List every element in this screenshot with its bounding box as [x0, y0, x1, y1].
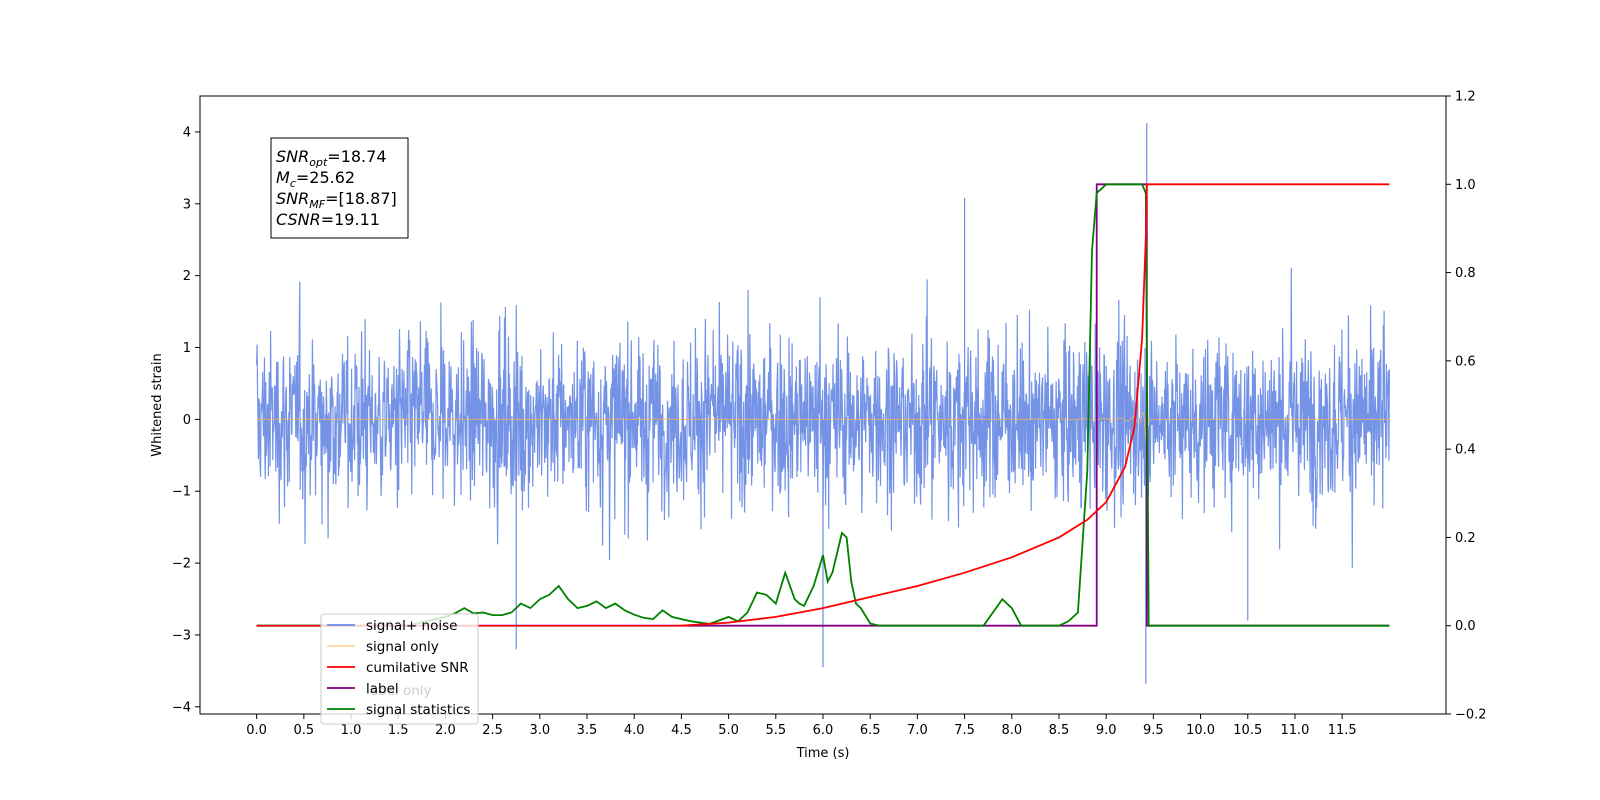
signal-statistics-line	[256, 183, 1390, 627]
y2-tick-label: 0.8	[1455, 266, 1476, 281]
x-tick-label: 3.0	[529, 723, 550, 738]
x-tick-label: 6.5	[860, 723, 881, 738]
noise-series-layer	[256, 123, 1391, 684]
y-tick-label: −2	[172, 557, 191, 572]
x-tick-label: 8.5	[1049, 723, 1070, 738]
x-tick-label: 8.0	[1001, 723, 1022, 738]
y2-tick-label: 0.0	[1455, 619, 1476, 634]
y-tick-label: 2	[183, 269, 191, 284]
x-tick-label: 2.5	[482, 723, 503, 738]
x-tick-label: 10.5	[1233, 723, 1262, 738]
y2-tick-label: 1.0	[1455, 178, 1476, 193]
stats-annotation-box: SNRopt=18.74Mc=25.62SNRMF=[18.87]CSNR=19…	[270, 137, 409, 239]
x-tick-label: 1.0	[341, 723, 362, 738]
stats-symbol: M	[276, 168, 290, 187]
y2-tick-label: 1.2	[1455, 90, 1476, 105]
legend-label: signal only	[366, 639, 439, 655]
stats-box-frame	[270, 137, 409, 239]
x-tick-label: 7.0	[907, 723, 928, 738]
stats-subscript: c	[290, 177, 296, 190]
x-tick-label: 0.0	[246, 723, 267, 738]
stats-subscript: opt	[309, 156, 328, 169]
stats-value: =25.62	[296, 168, 355, 187]
x-tick-label: 10.0	[1186, 723, 1215, 738]
y-tick-label: 3	[183, 197, 191, 212]
legend-label-hidden: label only	[366, 683, 432, 699]
x-tick-label: 3.5	[577, 723, 598, 738]
legend-label: signal+ noise	[366, 618, 457, 634]
x-axis-label: Time (s)	[796, 746, 850, 761]
y-axis-ticks: −4 −3 −2 −1 0 1 2 3 4	[172, 125, 200, 715]
stats-line: Mc=25.62	[276, 168, 355, 190]
x-tick-label: 9.0	[1096, 723, 1117, 738]
stats-value: =[18.87]	[325, 189, 397, 208]
y-axis-label: Whitened strain	[150, 353, 165, 456]
x-tick-label: 11.5	[1328, 723, 1357, 738]
x-tick-label: 2.0	[435, 723, 456, 738]
signal-only-line	[256, 411, 1390, 443]
signal-series-layer	[256, 411, 1390, 443]
stats-symbol: CSNR	[276, 210, 321, 229]
stats-symbol: SNR	[276, 147, 309, 166]
stats-symbol: SNR	[276, 189, 309, 208]
x-tick-label: 11.0	[1280, 723, 1309, 738]
x-axis-ticks: 0.0 0.5 1.0 1.5 2.0 2.5 3.0 3.5 4.0 4.5 5.0 5.5 6.0 6…	[246, 714, 1357, 738]
x-tick-label: 5.0	[718, 723, 739, 738]
legend-label: cumilative SNR	[366, 660, 469, 676]
legend-label: signal statistics	[366, 702, 470, 718]
y-tick-label: −4	[172, 700, 191, 715]
stats-line: SNRopt=18.74	[276, 147, 387, 169]
y-tick-label: −3	[172, 628, 191, 643]
x-tick-label: 4.5	[671, 723, 692, 738]
legend: signal+ noise signal only cumilative SNR la…	[320, 613, 479, 725]
y2-tick-label: 0.6	[1455, 354, 1476, 369]
x-tick-label: 4.0	[624, 723, 645, 738]
x-tick-label: 5.5	[765, 723, 786, 738]
legend-frame	[320, 613, 479, 725]
y2-axis-ticks: −0.2 0.0 0.2 0.4 0.6 0.8 1.0 1.2	[1446, 90, 1487, 723]
y2-tick-label: 0.2	[1455, 531, 1476, 546]
stats-value: =19.11	[321, 210, 380, 229]
x-tick-label: 7.5	[954, 723, 975, 738]
x-tick-label: 6.0	[813, 723, 834, 738]
cumulative-snr-line	[681, 183, 1390, 627]
stats-value: =18.74	[327, 147, 386, 166]
y-tick-label: 0	[183, 413, 191, 428]
y-tick-label: 4	[183, 125, 191, 140]
x-tick-label: 9.5	[1143, 723, 1164, 738]
x-tick-label: 1.5	[388, 723, 409, 738]
stats-line: CSNR=19.11	[276, 210, 380, 229]
y-tick-label: −1	[172, 485, 191, 500]
stats-line: SNRMF=[18.87]	[276, 189, 397, 211]
y2-tick-label: −0.2	[1455, 708, 1487, 723]
y2-tick-label: 0.4	[1455, 443, 1476, 458]
legend-label: label	[366, 681, 399, 697]
stats-subscript: MF	[309, 198, 325, 211]
y-tick-label: 1	[183, 341, 191, 356]
x-tick-label: 0.5	[293, 723, 314, 738]
